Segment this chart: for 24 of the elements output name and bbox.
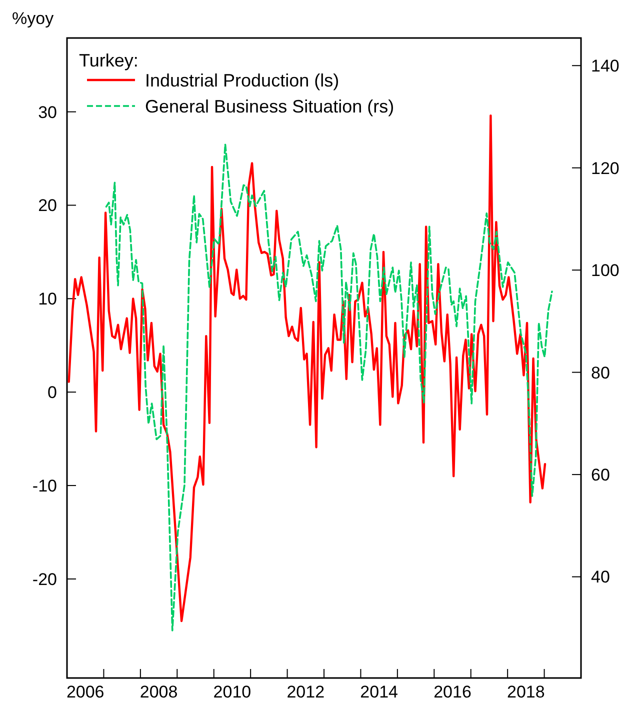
y-tick-label: 0 [48, 383, 57, 402]
x-tick-label: 2016 [434, 682, 472, 702]
y-axis-title: %yoy [12, 9, 54, 28]
y-tick-label: 30 [38, 102, 57, 122]
y2-tick-label: 100 [591, 261, 620, 280]
y2-tick-label: 40 [591, 568, 610, 587]
y2-tick-label: 60 [591, 466, 610, 484]
x-tick-label: 2012 [286, 682, 325, 702]
y2-tick-label: 120 [591, 158, 620, 178]
y-tick-label: -10 [32, 476, 57, 496]
legend-label: General Business Situation (rs) [145, 96, 394, 116]
y2-tick-label: 140 [591, 56, 620, 76]
x-tick-label: 2014 [360, 682, 398, 702]
legend-title: Turkey: [79, 50, 138, 70]
x-tick-label: 2010 [213, 682, 252, 702]
y-tick-label: 10 [38, 290, 57, 309]
y2-tick-label: 80 [591, 363, 610, 382]
x-tick-label: 2008 [140, 682, 178, 702]
line-series [105, 143, 553, 632]
y-tick-label: -20 [32, 570, 57, 589]
y-tick-label: 20 [38, 196, 57, 216]
legend-label: Industrial Production (ls) [145, 70, 340, 90]
x-tick-label: 2006 [66, 682, 104, 702]
x-tick-label: 2018 [507, 682, 545, 702]
